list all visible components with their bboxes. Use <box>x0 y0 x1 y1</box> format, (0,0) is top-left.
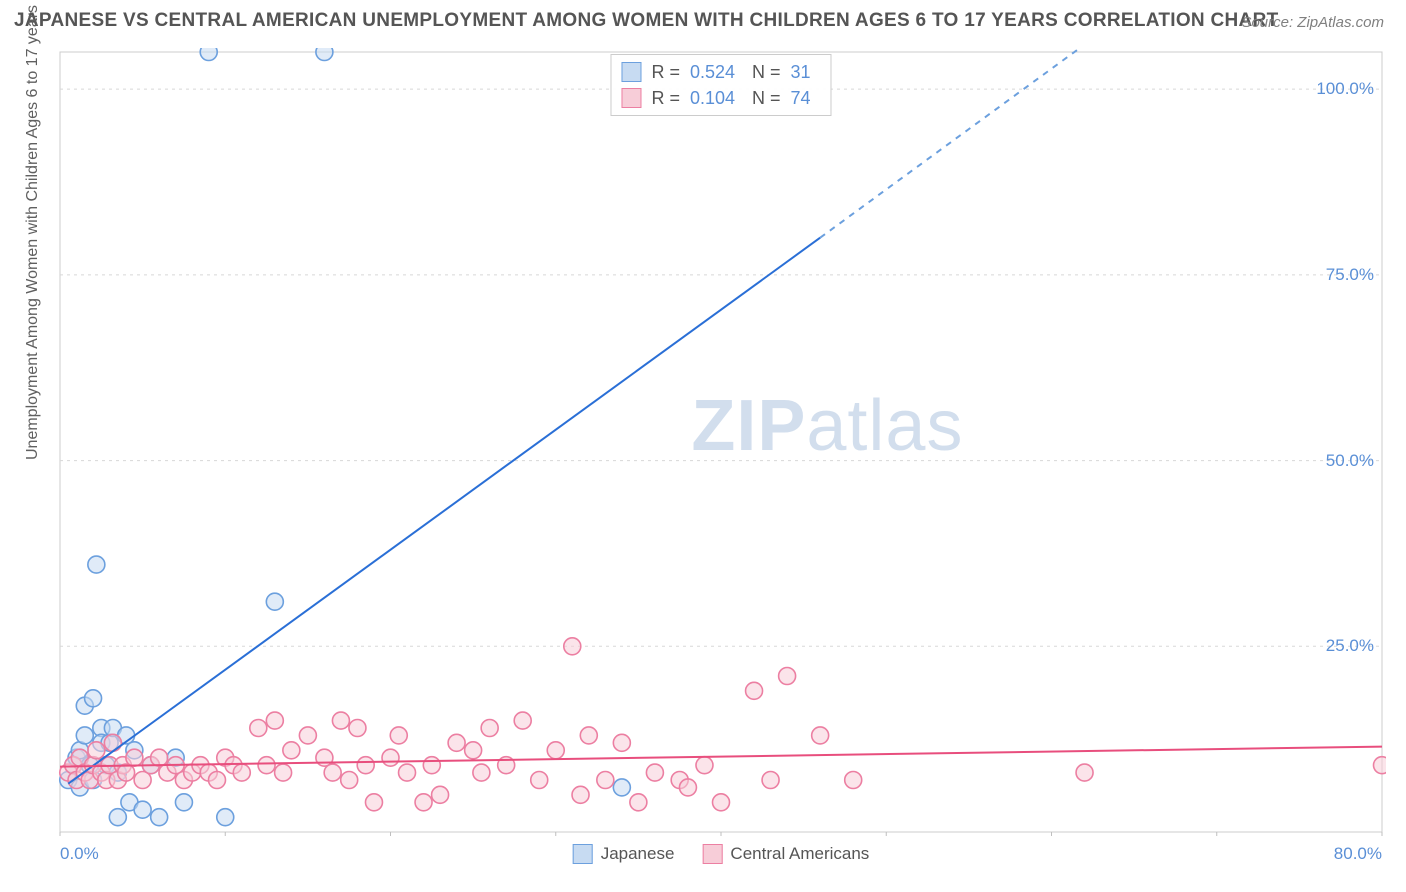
legend-stats-row: R = 0.524 N = 31 <box>621 59 818 85</box>
legend-bottom: Japanese Central Americans <box>573 844 870 864</box>
scatter-chart-svg <box>56 48 1386 836</box>
swatch-icon <box>621 88 641 108</box>
swatch-icon <box>573 844 593 864</box>
swatch-icon <box>702 844 722 864</box>
y-tick-label: 75.0% <box>1326 265 1374 285</box>
x-tick-label: 80.0% <box>1334 844 1382 864</box>
legend-item: Japanese <box>573 844 675 864</box>
legend-label: Central Americans <box>730 844 869 864</box>
r-value: 0.524 <box>690 62 742 83</box>
y-tick-label: 25.0% <box>1326 636 1374 656</box>
legend-item: Central Americans <box>702 844 869 864</box>
legend-label: Japanese <box>601 844 675 864</box>
r-value: 0.104 <box>690 88 742 109</box>
n-value: 31 <box>791 62 819 83</box>
y-tick-label: 100.0% <box>1316 79 1374 99</box>
swatch-icon <box>621 62 641 82</box>
chart-area: ZIPatlas R = 0.524 N = 31 R = 0.104 N = … <box>56 48 1386 836</box>
x-tick-label: 0.0% <box>60 844 99 864</box>
legend-stats-box: R = 0.524 N = 31 R = 0.104 N = 74 <box>610 54 831 116</box>
source-label: Source: ZipAtlas.com <box>1241 14 1384 31</box>
chart-title: JAPANESE VS CENTRAL AMERICAN UNEMPLOYMEN… <box>14 10 1279 32</box>
n-value: 74 <box>791 88 819 109</box>
y-tick-label: 50.0% <box>1326 451 1374 471</box>
legend-stats-row: R = 0.104 N = 74 <box>621 85 818 111</box>
y-axis-label: Unemployment Among Women with Children A… <box>24 5 42 460</box>
